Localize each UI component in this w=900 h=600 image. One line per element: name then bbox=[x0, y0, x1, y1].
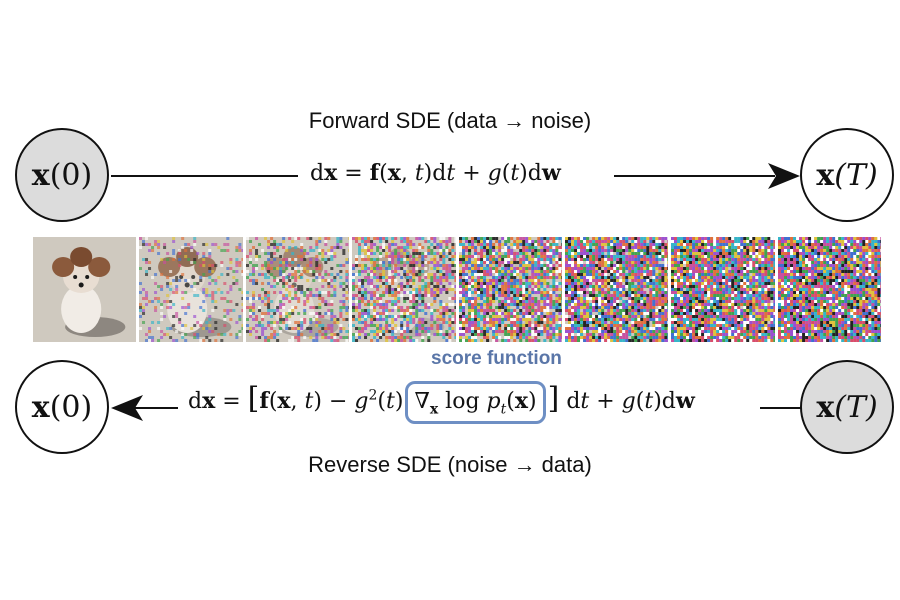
node-argument: (0) bbox=[49, 157, 93, 193]
node-symbol: x bbox=[816, 389, 835, 425]
reverse-end-node: x (0) bbox=[15, 360, 109, 454]
forward-start-node: x (0) bbox=[15, 128, 109, 222]
node-argument: (T) bbox=[834, 157, 878, 193]
node-symbol: x bbox=[31, 389, 50, 425]
reverse-start-node: x (T) bbox=[800, 360, 894, 454]
score-function-label: score function bbox=[431, 348, 562, 369]
reverse-sde-label: Reverse SDE (noise → data) bbox=[308, 452, 592, 477]
node-argument: (T) bbox=[834, 389, 878, 425]
score-function-box: ∇x log pt(x) bbox=[405, 381, 546, 425]
node-symbol: x bbox=[31, 157, 50, 193]
forward-sde-label: Forward SDE (data → noise) bbox=[308, 108, 592, 133]
noise-tile bbox=[352, 237, 456, 342]
noise-tile bbox=[671, 237, 775, 342]
noise-tile bbox=[139, 237, 243, 342]
noise-progression-strip bbox=[33, 237, 881, 342]
noise-tile bbox=[245, 237, 350, 342]
noise-tile bbox=[564, 237, 669, 342]
forward-end-node: x (T) bbox=[800, 128, 894, 222]
noise-tile bbox=[777, 237, 881, 342]
node-symbol: x bbox=[816, 157, 835, 193]
reverse-equation: dx = [f(x, t) − g2(t) ∇x log pt(x)] dt + … bbox=[188, 381, 695, 425]
node-argument: (0) bbox=[49, 389, 93, 425]
forward-equation: dx = f(x, t)dt + g(t)dw bbox=[310, 160, 561, 186]
noise-tile bbox=[458, 237, 562, 342]
noise-tile bbox=[33, 237, 137, 342]
